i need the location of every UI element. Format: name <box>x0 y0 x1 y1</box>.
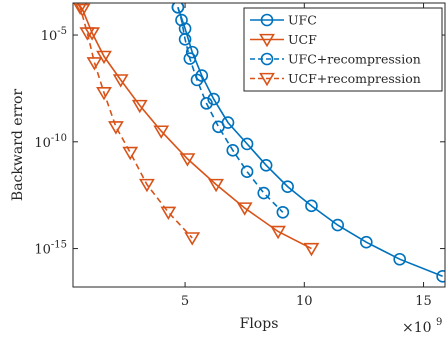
data-point-ufc <box>305 199 318 213</box>
data-point-ucf-recompression <box>86 57 103 71</box>
legend-entry-ufc-recompression: UFC+recompression <box>250 52 421 67</box>
legend-marker <box>259 33 275 48</box>
legend-marker <box>260 13 274 27</box>
x-axis-multiplier-base: ×10 <box>402 320 432 336</box>
data-point-ucf <box>303 242 320 257</box>
y-tick-base: 10 <box>34 136 51 151</box>
data-point-ufc <box>331 218 344 232</box>
data-point-ufc <box>281 180 294 193</box>
series-line-ucf-recompression <box>76 3 193 239</box>
y-tick-exponent: -15 <box>51 240 67 251</box>
data-point-ufc <box>393 252 406 266</box>
data-point-ucf-recompression <box>73 3 74 5</box>
data-point-ucf <box>153 125 170 139</box>
data-point-ucf-recompression <box>96 87 112 101</box>
series-ufc <box>171 3 445 283</box>
data-point-ufc <box>207 92 220 106</box>
data-point-ucf <box>74 3 91 18</box>
data-point-ufc-recompression <box>190 73 204 87</box>
data-point-ufc <box>240 137 254 151</box>
legend-label: UFC+recompression <box>288 52 421 67</box>
data-point-ucf-recompression <box>108 121 124 135</box>
data-point-ucf <box>112 74 129 88</box>
data-point-ufc <box>360 235 373 249</box>
data-point-ufc-recompression <box>171 3 185 14</box>
legend-entry-ucf-recompression: UCF+recompression <box>250 71 421 87</box>
y-tick-label: 10-5 <box>41 26 67 44</box>
legend-box <box>243 7 443 92</box>
x-axis-multiplier: ×10 9 <box>402 317 442 336</box>
y-tick-label: 10-10 <box>34 133 67 151</box>
x-tick-label: 10 <box>296 294 313 309</box>
legend-label: UCF+recompression <box>288 71 421 86</box>
x-axis-label: Flops <box>240 316 279 332</box>
data-point-ufc-recompression <box>200 97 213 110</box>
data-point-ucf-recompression <box>73 3 88 16</box>
legend-label: UFC <box>288 13 317 28</box>
legend-entry-ucf: UCF <box>250 32 317 48</box>
y-tick-base: 10 <box>41 29 58 44</box>
data-point-ucf <box>208 178 224 193</box>
data-point-ufc-recompression <box>183 52 197 65</box>
data-point-ufc-recompression <box>240 165 254 178</box>
data-point-ucf <box>131 99 148 114</box>
data-point-ucf <box>179 153 196 167</box>
legend-marker <box>259 72 275 87</box>
data-point-ucf <box>270 225 286 240</box>
data-point-ufc <box>259 158 273 172</box>
data-point-ufc-recompression <box>175 13 188 27</box>
series-line-ufc-recompression <box>177 7 284 213</box>
data-point-ucf <box>236 202 253 216</box>
data-point-ucf-recompression <box>79 27 96 41</box>
data-point-ucf-recompression <box>122 146 139 161</box>
legend: UFC UCF UFC+recompression UCF+recompression <box>243 7 443 92</box>
series-ucf <box>73 3 320 257</box>
data-point-ucf <box>96 50 112 65</box>
data-point-ucf-recompression <box>160 206 177 221</box>
x-axis-multiplier-exponent: 9 <box>436 317 442 328</box>
y-tick-label: 10-15 <box>34 240 67 258</box>
legend-label: UCF <box>288 32 317 47</box>
series-ufc-recompression <box>171 3 290 219</box>
x-tick-label: 5 <box>181 294 189 309</box>
y-axis-label: Backward error <box>10 89 26 201</box>
series-line-ucf <box>76 3 312 250</box>
series-layer <box>73 3 445 283</box>
data-point-ucf-recompression <box>184 232 201 246</box>
data-point-ufc <box>185 45 199 59</box>
data-point-ufc-recompression <box>257 186 271 200</box>
data-point-ufc-recompression <box>276 205 290 219</box>
x-tick-label: 15 <box>415 294 432 309</box>
y-tick-exponent: -10 <box>51 133 67 144</box>
data-point-ufc <box>436 270 445 283</box>
data-point-ufc-recompression <box>226 144 240 157</box>
data-point-ucf <box>73 3 74 5</box>
data-point-ufc-recompression <box>178 33 192 46</box>
legend-marker <box>260 52 274 66</box>
data-point-ucf-recompression <box>139 178 155 193</box>
axes-box <box>72 2 446 288</box>
y-tick-exponent: -5 <box>57 26 67 37</box>
y-tick-base: 10 <box>34 243 51 258</box>
data-point-ufc-recompression <box>212 120 225 134</box>
series-ucf-recompression <box>73 3 201 246</box>
legend-entry-ufc: UFC <box>250 13 317 28</box>
